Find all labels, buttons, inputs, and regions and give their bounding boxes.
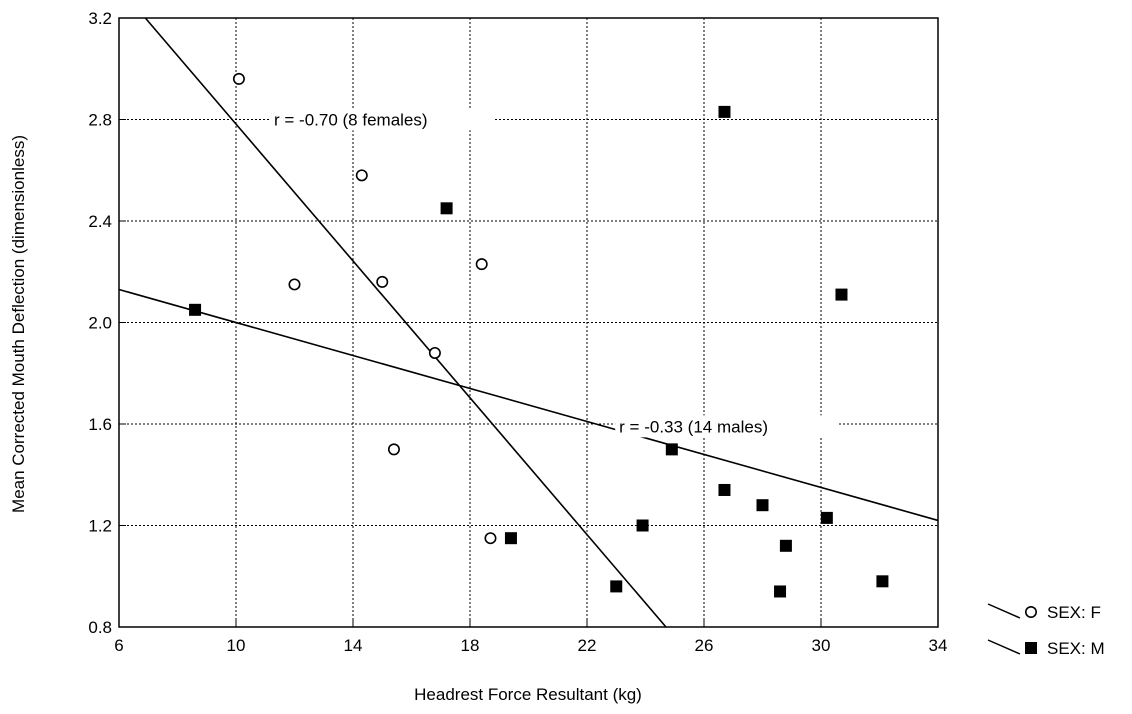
fit-line-female — [144, 17, 667, 628]
data-points — [189, 72, 889, 598]
point-male — [718, 483, 731, 496]
point-male — [440, 202, 453, 215]
legend-marker-male — [1025, 642, 1037, 654]
fit-annotations: r = -0.70 (8 females) r = -0.33 (14 males… — [270, 108, 838, 438]
point-female — [376, 275, 389, 288]
point-male — [504, 532, 517, 545]
point-male — [636, 519, 649, 532]
legend: SEX: F SEX: M — [987, 603, 1105, 658]
point-male — [665, 443, 678, 456]
y-tick-label: 1.6 — [88, 415, 112, 434]
fit-annotation-male: r = -0.33 (14 males) — [619, 417, 768, 436]
y-axis-title: Mean Corrected Mouth Deflection (dimensi… — [9, 135, 28, 513]
point-male — [876, 575, 889, 588]
point-male — [718, 105, 731, 118]
x-tick-label: 30 — [812, 636, 831, 655]
point-male — [835, 288, 848, 301]
legend-line — [987, 639, 1021, 655]
y-axis-ticks: 0.8 1.2 1.6 2.0 2.4 2.8 3.2 — [88, 9, 126, 637]
y-tick-label: 2.8 — [88, 111, 112, 130]
annotation-bg — [270, 108, 496, 131]
annotation-bg — [615, 415, 838, 438]
fit-annotation-female: r = -0.70 (8 females) — [274, 110, 428, 129]
y-tick-label: 1.2 — [88, 517, 112, 536]
point-female — [484, 532, 497, 545]
x-axis-ticks: 6 10 14 18 22 26 30 34 — [114, 620, 947, 655]
x-tick-label: 18 — [461, 636, 480, 655]
point-female — [387, 443, 400, 456]
point-male — [820, 511, 833, 524]
legend-label: SEX: M — [1047, 639, 1105, 658]
legend-marker-female — [1025, 605, 1038, 618]
point-male — [189, 303, 202, 316]
y-tick-label: 3.2 — [88, 9, 112, 28]
fit-line-male — [118, 288, 939, 522]
point-male — [756, 499, 769, 512]
point-female — [428, 346, 441, 359]
x-tick-label: 22 — [578, 636, 597, 655]
x-tick-label: 34 — [929, 636, 948, 655]
point-female — [288, 278, 301, 291]
x-tick-label: 10 — [227, 636, 246, 655]
legend-label: SEX: F — [1047, 603, 1101, 622]
x-axis-title: Headrest Force Resultant (kg) — [414, 685, 642, 704]
x-tick-label: 6 — [114, 636, 123, 655]
legend-line — [987, 603, 1021, 619]
x-tick-label: 26 — [695, 636, 714, 655]
point-male — [774, 585, 787, 598]
y-tick-label: 2.0 — [88, 314, 112, 333]
y-tick-label: 0.8 — [88, 618, 112, 637]
point-female — [355, 169, 368, 182]
y-tick-label: 2.4 — [88, 212, 112, 231]
point-male — [779, 539, 792, 552]
x-tick-label: 14 — [344, 636, 363, 655]
point-female — [232, 72, 245, 85]
point-female — [475, 258, 488, 271]
gridlines — [119, 18, 938, 627]
fit-lines — [118, 17, 939, 628]
point-male — [610, 580, 623, 593]
